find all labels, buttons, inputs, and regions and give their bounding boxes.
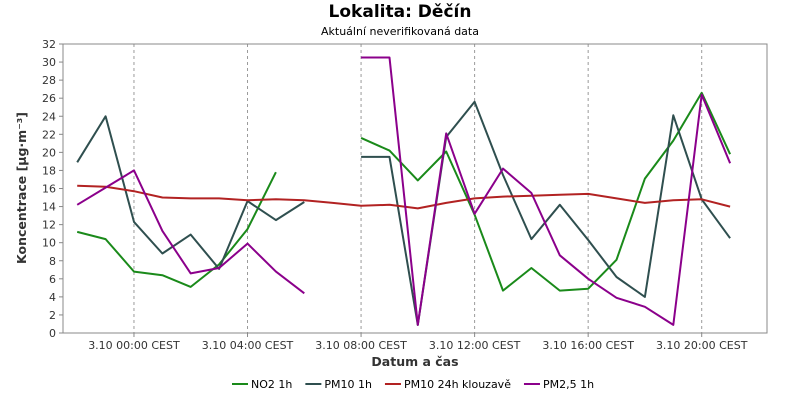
series-lines [76,56,732,326]
x-tick-label: 3.10 04:00 CEST [202,339,294,352]
y-tick-label: 2 [49,309,56,322]
legend-item: NO2 1h [232,378,292,391]
y-tick-label: 10 [42,237,56,250]
series-line [77,184,731,210]
series-pm2-5-1h [76,56,732,326]
x-tick-label: 3.10 20:00 CEST [656,339,748,352]
y-tick-label: 30 [42,56,56,69]
gridlines [133,44,703,333]
y-tick-label: 18 [42,164,56,177]
y-tick-label: 28 [42,74,56,87]
series-line [76,171,277,288]
y-tick-label: 4 [49,291,56,304]
y-tick-label: 12 [42,219,56,232]
x-axis-title: Datum a čas [371,354,458,369]
y-tick-label: 24 [42,110,56,123]
series-line [76,115,305,270]
y-axis-title: Koncentrace [µg·m⁻³] [14,112,29,264]
chart-subtitle: Aktuální neverifikovaná data [321,25,479,38]
y-tick-label: 26 [42,92,56,105]
legend: NO2 1h PM10 1h PM10 24h klouzavě PM2,5 1h [232,378,594,391]
y-tick-label: 20 [42,146,56,159]
y-tick-label: 32 [42,38,56,51]
y-tick-label: 14 [42,201,56,214]
y-tick-label: 0 [49,327,56,340]
series-line [76,169,305,295]
legend-item: PM10 1h [305,378,372,391]
legend-item: PM10 24h klouzavě [384,378,511,391]
legend-item: PM2,5 1h [523,378,594,391]
legend-label: PM2,5 1h [543,378,594,391]
x-tick-label: 3.10 08:00 CEST [315,339,407,352]
y-tick-label: 16 [42,183,56,196]
chart-title: Lokalita: Děčín [329,2,472,22]
legend-label: NO2 1h [251,378,292,391]
legend-label: PM10 24h klouzavě [404,378,511,391]
series-line [361,56,732,326]
y-tick-label: 6 [49,273,56,286]
series-line [361,100,731,326]
y-tick-label: 8 [49,255,56,268]
x-tick-label: 3.10 16:00 CEST [542,339,634,352]
x-tick-label: 3.10 12:00 CEST [429,339,521,352]
legend-label: PM10 1h [324,378,372,391]
series-pm10-24h-klouzav [77,184,731,210]
y-tick-label: 22 [42,128,56,141]
x-tick-label: 3.10 00:00 CEST [88,339,180,352]
x-axis-ticks: 3.10 00:00 CEST 3.10 04:00 CEST 3.10 08:00… [88,333,748,352]
